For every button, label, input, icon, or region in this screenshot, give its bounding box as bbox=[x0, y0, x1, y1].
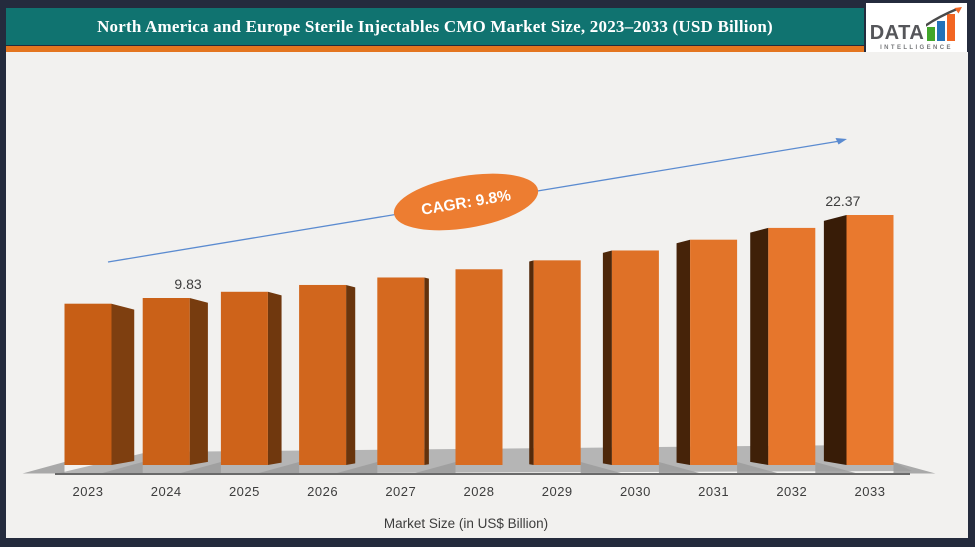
year-label-2030: 2030 bbox=[620, 484, 651, 499]
year-label-2027: 2027 bbox=[385, 484, 416, 499]
bar-shadow bbox=[737, 462, 780, 474]
year-label-2032: 2032 bbox=[776, 484, 807, 499]
bar-side-2033 bbox=[823, 215, 847, 465]
bar-shadow bbox=[335, 462, 378, 474]
bar-side-2027 bbox=[424, 277, 429, 465]
dataintelligence-logo: DATA INTELLIGENCE bbox=[866, 3, 967, 53]
year-label-2033: 2033 bbox=[855, 484, 886, 499]
bar-side-2024 bbox=[189, 298, 208, 465]
title-banner: North America and Europe Sterile Injecta… bbox=[6, 8, 864, 45]
bar-shadow bbox=[580, 462, 623, 474]
bar-2029 bbox=[533, 260, 581, 465]
bar-2027 bbox=[377, 277, 425, 465]
bar-shadow bbox=[22, 462, 65, 474]
cagr-badge: CAGR: 9.8% bbox=[393, 173, 539, 231]
year-label-2029: 2029 bbox=[542, 484, 573, 499]
logo-subtitle: INTELLIGENCE bbox=[880, 45, 953, 51]
bar-2025 bbox=[220, 291, 268, 465]
bar-2032 bbox=[768, 227, 816, 465]
value-label-2033: 22.37 bbox=[825, 193, 860, 209]
year-label-2026: 2026 bbox=[307, 484, 338, 499]
bar-2023 bbox=[64, 303, 112, 465]
bar-2031 bbox=[690, 239, 738, 465]
bar-shadow bbox=[893, 462, 936, 474]
bar-side-2025 bbox=[267, 291, 282, 465]
year-label-2023: 2023 bbox=[73, 484, 104, 499]
trend-arrow-head bbox=[835, 138, 847, 145]
x-axis-caption: Market Size (in US$ Billion) bbox=[384, 516, 548, 531]
bar-2033 bbox=[846, 215, 894, 465]
bar-shadow bbox=[178, 462, 221, 474]
chart-title: North America and Europe Sterile Injecta… bbox=[97, 16, 773, 36]
cagr-ellipse bbox=[393, 173, 539, 231]
bar-shadow bbox=[815, 462, 858, 474]
bar-side-2032 bbox=[750, 227, 769, 465]
chart-area: 9.83 22.37 2023 2024 2025 2026 2027 2028 2029 203… bbox=[6, 52, 968, 538]
year-label-2024: 2024 bbox=[151, 484, 182, 499]
bar-side-2029 bbox=[529, 260, 534, 465]
bar-side-2023 bbox=[111, 303, 135, 465]
bar-shadow bbox=[413, 462, 456, 474]
bar-2026 bbox=[299, 284, 347, 465]
value-label-2024: 9.83 bbox=[174, 276, 201, 292]
year-label-2025: 2025 bbox=[229, 484, 260, 499]
market-size-bar-chart: 9.83 22.37 2023 2024 2025 2026 2027 2028 2029 203… bbox=[22, 138, 936, 531]
bar-2028 bbox=[455, 269, 503, 465]
logo-bars-icon bbox=[926, 7, 963, 41]
logo-row: DATA bbox=[870, 7, 964, 43]
bar-2024 bbox=[142, 298, 190, 465]
bar-shadow bbox=[257, 462, 300, 474]
bar-2030 bbox=[611, 250, 659, 465]
year-label-2031: 2031 bbox=[698, 484, 729, 499]
bar-side-2026 bbox=[346, 284, 356, 465]
bar-shadow bbox=[658, 462, 701, 474]
logo-word: DATA bbox=[869, 22, 925, 44]
year-label-2028: 2028 bbox=[464, 484, 495, 499]
accent-strip bbox=[6, 46, 864, 52]
bar-side-2030 bbox=[602, 250, 612, 465]
bar-side-2031 bbox=[676, 239, 691, 465]
bar-shadow bbox=[100, 462, 143, 474]
